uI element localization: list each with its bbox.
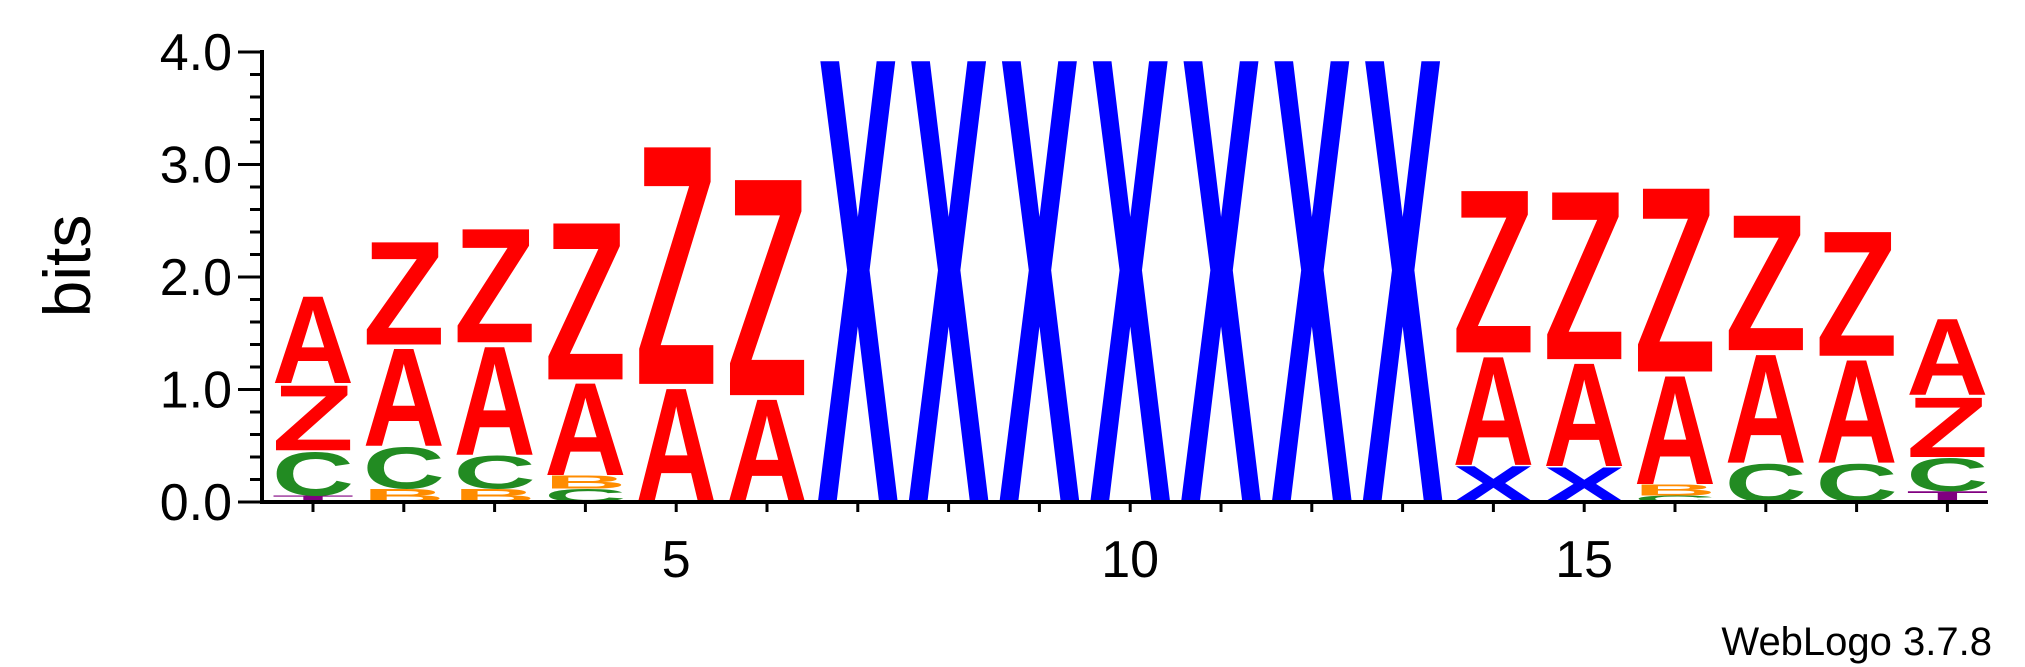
glyph-X-pos7: X [817, 0, 900, 638]
glyph-X-pos10: X [1089, 0, 1172, 638]
y-axis-ticks: 0.0 1.0 2.0 3.0 4.0 [160, 24, 262, 532]
glyph-X-pos12: X [1271, 0, 1354, 638]
glyph-X-pos8: X [908, 0, 991, 638]
y-tick-label: 0.0 [160, 474, 232, 532]
x-axis-ticks: 5 10 15 [311, 502, 1949, 589]
x-tick-label: 10 [1101, 531, 1159, 589]
glyph-Z-pos17: Z [1725, 173, 1807, 392]
glyph-C-pos1: C [272, 439, 354, 509]
glyph-A-pos14: A [1452, 323, 1534, 498]
y-tick-label: 3.0 [160, 137, 232, 195]
glyph-A-pos18: A [1816, 329, 1898, 495]
glyph-Z-pos18: Z [1816, 193, 1898, 395]
weblogo-credit: WebLogo 3.7.8 [1721, 620, 1992, 664]
y-tick-label: 4.0 [160, 24, 232, 82]
glyph-A-pos19: A [1906, 296, 1988, 419]
glyph-Z-pos2: Z [363, 210, 445, 376]
glyph-Z-pos3: Z [454, 193, 536, 377]
glyph-C-pos19: C [1906, 449, 1988, 501]
glyph-Z-pos19: Z [1906, 379, 1988, 475]
glyph-A-pos1: A [272, 271, 354, 410]
y-tick-label: 1.0 [160, 362, 232, 420]
glyph-A-pos16: A [1634, 342, 1716, 517]
glyph-Z-pos15: Z [1543, 141, 1625, 411]
glyph-Z-pos14: Z [1452, 141, 1534, 402]
glyph-Z-pos4: Z [544, 175, 626, 428]
glyph-A-pos2: A [363, 319, 445, 476]
x-tick-label: 5 [662, 531, 691, 589]
glyph-X-pos9: X [998, 0, 1081, 638]
y-tick-label: 2.0 [160, 249, 232, 307]
glyph-B-pos16: B [1634, 481, 1716, 498]
glyph-A-pos15: A [1543, 332, 1625, 498]
glyph-C-pos16: C [1634, 494, 1716, 504]
glyph-Z-pos1: Z [272, 365, 354, 470]
glyph-X-pos13: X [1362, 0, 1445, 638]
glyph-X-pos11: X [1180, 0, 1263, 638]
glyph-Z-pos16: Z [1634, 130, 1716, 428]
glyph-C-pos3: C [454, 446, 536, 498]
glyph-A-pos17: A [1725, 321, 1807, 496]
y-axis-label: bits [30, 215, 104, 318]
glyph-Z-pos5: Z [635, 74, 717, 457]
glyph-C-pos2: C [363, 435, 445, 501]
axes: 0.0 1.0 2.0 3.0 4.0 5 10 15 bits [30, 24, 1988, 589]
glyph-A-pos3: A [454, 313, 536, 488]
glyph-Z-pos6: Z [726, 112, 808, 462]
x-tick-label: 15 [1555, 531, 1613, 589]
glyph-A-pos4: A [544, 356, 626, 504]
glyph-T-pos1: T [272, 494, 354, 504]
glyph-B-pos4: B [544, 472, 626, 493]
